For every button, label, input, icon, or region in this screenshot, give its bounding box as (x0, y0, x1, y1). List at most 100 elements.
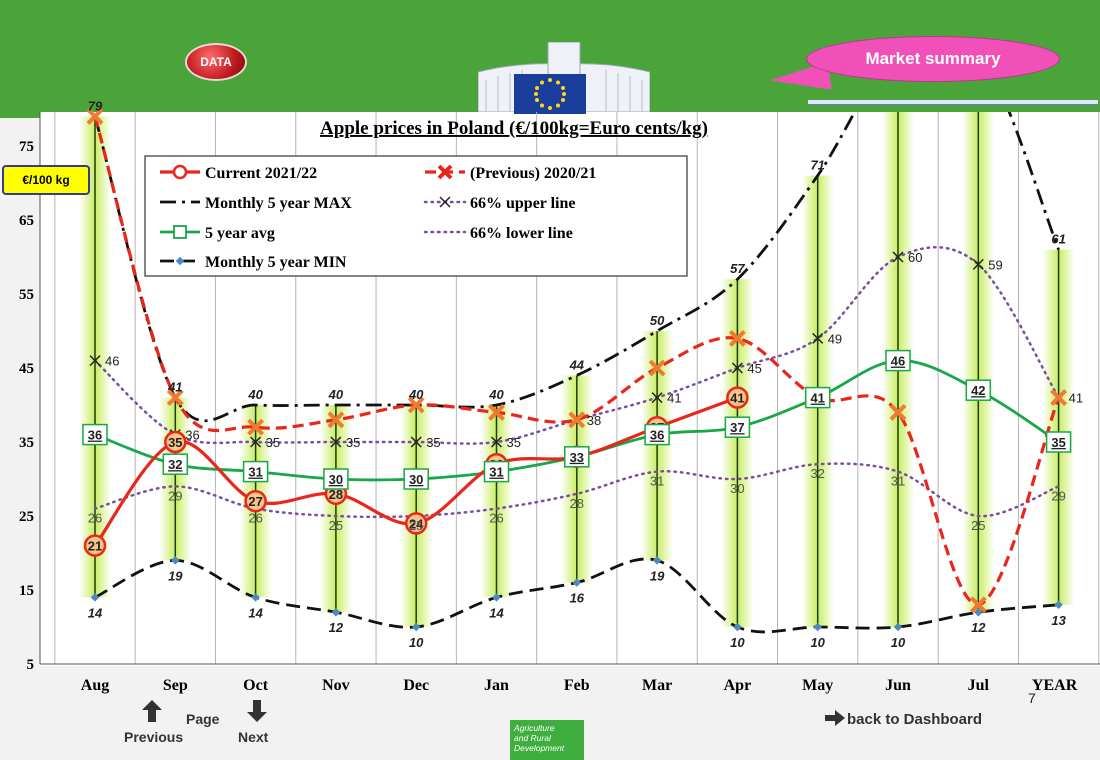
max-value-label: 40 (488, 387, 504, 402)
lower-value-label: 25 (329, 518, 343, 533)
lower-value-label: 26 (489, 511, 503, 526)
current-value-label: 24 (409, 516, 424, 531)
min-value-label: 13 (1051, 613, 1066, 628)
upper-marker (972, 258, 984, 270)
x-tick-label: May (802, 677, 833, 694)
legend-label-avg: 5 year avg (205, 225, 275, 242)
upper-marker (812, 332, 824, 344)
min-value-label: 16 (570, 591, 585, 606)
y-tick-label: 45 (19, 361, 34, 377)
avg-marker (483, 460, 510, 483)
upper-value-label: 59 (988, 257, 1002, 272)
upper-value-label: 41 (1069, 391, 1083, 406)
legend-marker (175, 256, 185, 266)
previous-marker (327, 411, 345, 429)
x-tick-label: Apr (724, 677, 752, 694)
upper-value-label: 36 (185, 428, 199, 443)
current-value-label: 35 (168, 435, 182, 450)
min-value-label: 14 (248, 605, 263, 620)
min-marker (893, 622, 903, 632)
upper-value-label: 35 (426, 435, 440, 450)
avg-marker (564, 446, 590, 468)
market-summary-button[interactable]: Market summary (806, 36, 1060, 82)
chart-legend: Current 2021/22 (Previous) 2020/21 Monthly… (144, 155, 688, 277)
legend-box (144, 155, 688, 277)
x-tick-label: Nov (322, 677, 350, 694)
previous-marker (889, 403, 907, 421)
arrow-up-icon (142, 700, 162, 722)
previous-marker (969, 596, 987, 614)
legend-label-max: Monthly 5 year MAX (205, 195, 352, 212)
previous-marker (247, 418, 265, 436)
min-marker (492, 593, 501, 602)
lower-value-label: 26 (248, 511, 262, 526)
upper-value-label: 35 (266, 435, 280, 450)
lower-value-label: 26 (88, 511, 102, 526)
min-marker (331, 607, 341, 617)
x-tick-label: Aug (81, 677, 109, 694)
upper-marker (410, 436, 422, 448)
header-divider (808, 100, 1098, 105)
previous-marker (1050, 389, 1068, 407)
upper-value-label: 35 (507, 435, 521, 450)
max-value-label: 41 (167, 380, 182, 395)
legend-marker (439, 196, 451, 208)
data-button[interactable]: DATA (185, 43, 247, 81)
upper-value-label: 45 (747, 361, 761, 376)
legend-label-current: Current 2021/22 (205, 165, 317, 182)
eu-flag-icon (514, 74, 586, 114)
current-marker (726, 386, 749, 409)
min-marker (733, 622, 742, 632)
min-marker (572, 578, 582, 587)
avg-marker (242, 460, 269, 483)
y-tick-label: 15 (19, 583, 34, 599)
current-marker (83, 534, 107, 557)
previous-marker (648, 359, 666, 377)
upper-marker (250, 436, 262, 448)
next-label: Next (238, 729, 269, 745)
upper-value-label: 38 (587, 413, 601, 428)
legend-label-previous: (Previous) 2020/21 (470, 165, 596, 182)
current-value-label: 28 (329, 487, 343, 502)
avg-marker (804, 386, 831, 409)
current-marker (244, 489, 267, 513)
upper-marker (89, 355, 101, 367)
current-value-label: 41 (730, 391, 744, 406)
avg-value-label: 33 (570, 450, 584, 465)
agri-line-3: Development (514, 743, 565, 753)
avg-value-label: 35 (1051, 435, 1065, 450)
series-line-max (93, 112, 1060, 423)
y-tick-label: 25 (19, 509, 34, 525)
max-value-label: 61 (1051, 232, 1065, 247)
lower-value-label: 25 (971, 518, 985, 533)
upper-marker (330, 436, 342, 448)
back-to-dashboard-link[interactable]: back to Dashboard (825, 710, 982, 728)
lower-value-label: 29 (168, 488, 182, 503)
avg-marker (162, 453, 189, 475)
chart-title: Apple prices in Poland (€/100kg=Euro cen… (320, 118, 708, 139)
current-value-label: 21 (88, 539, 102, 554)
min-value-label: 10 (810, 635, 825, 650)
avg-value-label: 30 (409, 472, 423, 487)
min-marker (411, 622, 421, 632)
avg-marker (644, 423, 670, 446)
legend-marker (173, 225, 187, 239)
min-value-label: 10 (891, 635, 906, 650)
max-value-label: 40 (328, 387, 344, 402)
previous-label: Previous (124, 729, 184, 745)
y-tick-label: 65 (19, 213, 34, 229)
max-value-label: 40 (247, 387, 263, 402)
x-tick-label: Jun (885, 677, 911, 694)
x-tick-label: YEAR (1032, 677, 1078, 694)
previous-marker (407, 396, 425, 414)
avg-marker (403, 468, 429, 490)
upper-value-label: 35 (346, 435, 360, 450)
legend-marker (437, 164, 453, 180)
y-tick-label: 5 (27, 657, 35, 673)
series-line-previous (93, 115, 1061, 607)
avg-value-label: 30 (329, 472, 343, 487)
upper-value-label: 46 (105, 354, 119, 369)
previous-marker (86, 107, 104, 125)
avg-value-label: 42 (971, 383, 985, 398)
